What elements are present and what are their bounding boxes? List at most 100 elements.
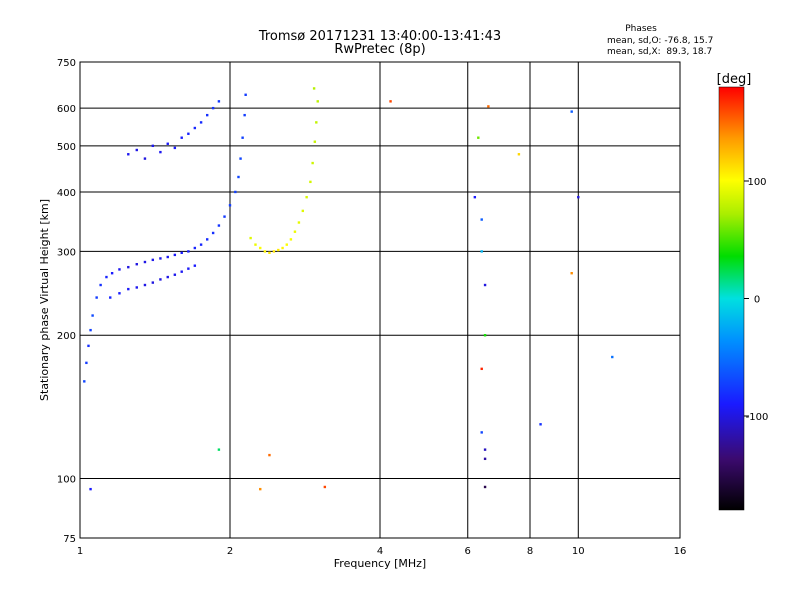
data-point [389, 100, 392, 103]
colorbar-tick-label: -100 [746, 412, 769, 423]
data-point [205, 238, 209, 241]
data-point [241, 136, 244, 139]
stats-heading: Phases [625, 24, 657, 34]
y-tick-label: 100 [57, 475, 76, 486]
data-point [143, 157, 147, 160]
grid-lines [80, 62, 680, 538]
data-point [173, 253, 177, 257]
data-point [483, 448, 487, 451]
data-point [193, 126, 197, 130]
data-point [480, 218, 483, 221]
data-point [217, 224, 221, 227]
data-point [570, 110, 573, 113]
data-point [135, 286, 138, 289]
colorbar-ticks: 100 0 -100 [744, 177, 768, 423]
y-tick-label: 75 [63, 534, 76, 545]
data-point [483, 334, 487, 337]
colorbar-label: [deg] [717, 72, 752, 87]
data-point [312, 87, 316, 90]
stats-line-x: mean, sd,X: 89.3, 18.7 [607, 47, 712, 57]
data-point [199, 243, 203, 246]
data-point [254, 243, 257, 246]
data-point [199, 121, 203, 124]
data-point [281, 246, 284, 250]
data-point [173, 273, 177, 276]
data-point [135, 148, 138, 152]
data-point [301, 209, 305, 213]
data-point [249, 236, 252, 240]
stats-line-o: mean, sd,O: -76.8, 15.7 [607, 36, 713, 46]
data-point [95, 296, 98, 299]
x-tick-label: 2 [227, 546, 233, 557]
data-point [611, 355, 614, 359]
colorbar [718, 86, 745, 511]
y-tick-label: 300 [57, 247, 76, 258]
data-point [244, 93, 247, 96]
data-point [211, 231, 215, 235]
data-point [277, 248, 280, 252]
data-point [217, 448, 221, 451]
data-point [127, 287, 130, 291]
data-point [487, 105, 490, 108]
data-point [243, 113, 246, 117]
colorbar-tick-label: 100 [747, 177, 766, 188]
y-axis-label: Stationary phase Virtual Height [km] [38, 199, 51, 401]
data-point [480, 431, 483, 434]
data-point [211, 106, 215, 110]
data-points [83, 87, 614, 491]
data-point [187, 250, 190, 253]
data-point [217, 100, 221, 103]
data-point [228, 204, 232, 207]
data-point [166, 255, 169, 259]
data-point [83, 380, 86, 383]
data-point [311, 161, 314, 165]
data-point [293, 230, 297, 233]
data-point [315, 121, 318, 124]
y-tick-label: 600 [57, 104, 76, 115]
data-point [570, 272, 573, 275]
y-axis-ticks: 75 100 200 300 400 500 600 750 [57, 58, 76, 545]
x-tick-label: 4 [377, 546, 383, 557]
data-point [285, 243, 288, 246]
data-point [477, 136, 480, 139]
data-point [151, 281, 155, 284]
data-point [234, 190, 237, 194]
x-axis-ticks: 1 2 4 6 8 10 16 [77, 546, 687, 557]
data-point [187, 267, 190, 270]
data-point [187, 132, 190, 135]
data-point [239, 157, 242, 160]
data-point [483, 457, 487, 461]
x-tick-label: 1 [77, 546, 83, 557]
data-point [205, 113, 209, 117]
data-point [151, 258, 155, 262]
data-point [151, 144, 155, 148]
data-point [289, 238, 293, 241]
y-tick-label: 750 [57, 58, 76, 69]
data-point [577, 195, 580, 199]
data-point [259, 246, 262, 250]
data-point [180, 270, 183, 273]
data-point [316, 100, 319, 103]
data-point [539, 423, 542, 426]
data-point [483, 283, 487, 287]
data-point [263, 250, 267, 253]
data-point [309, 180, 312, 184]
x-tick-label: 10 [572, 546, 585, 557]
y-tick-label: 200 [57, 331, 76, 342]
data-point [180, 136, 183, 139]
x-axis-label: Frequency [MHz] [334, 557, 426, 570]
data-point [166, 275, 169, 279]
data-point [143, 283, 147, 287]
data-point [87, 344, 90, 348]
data-point [159, 278, 162, 281]
data-point [297, 221, 301, 224]
data-point [118, 292, 121, 295]
chart-subtitle: RwPretec (8p) [334, 42, 425, 57]
data-point [473, 195, 477, 199]
data-point [89, 487, 92, 491]
data-point [110, 272, 114, 275]
y-tick-label: 500 [57, 142, 76, 153]
data-point [91, 314, 94, 317]
data-point [193, 264, 197, 267]
